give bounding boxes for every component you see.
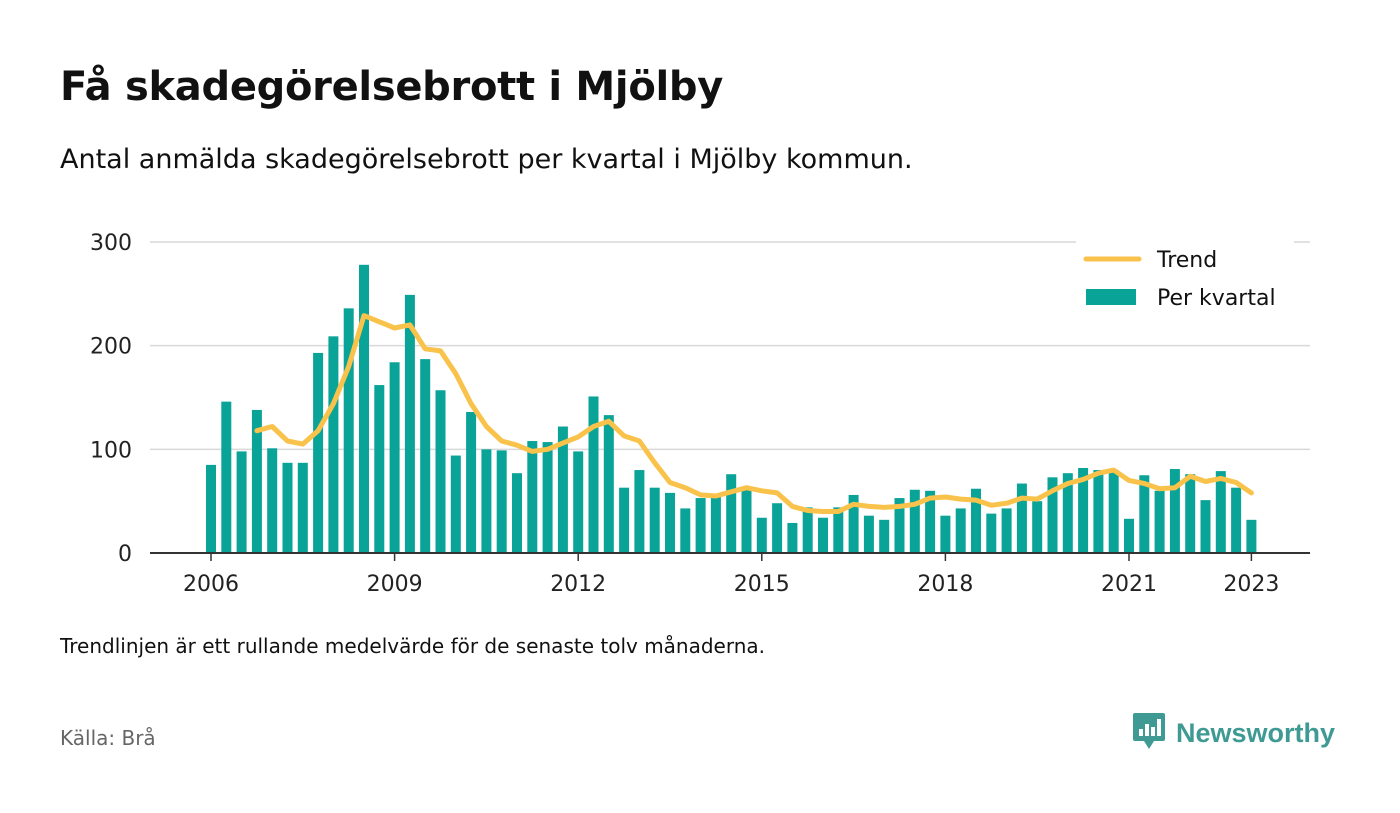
y-tick-label: 100 xyxy=(90,438,132,463)
bar xyxy=(1016,483,1027,553)
bar xyxy=(206,464,216,553)
y-tick-label: 300 xyxy=(90,231,132,256)
x-tick-label: 2018 xyxy=(917,572,973,597)
bar xyxy=(282,462,293,553)
bar xyxy=(710,495,721,553)
bar xyxy=(328,336,339,553)
bar xyxy=(1200,500,1211,553)
y-tick-label: 200 xyxy=(90,335,132,360)
bar xyxy=(726,474,737,553)
bar xyxy=(251,409,262,553)
bar xyxy=(389,362,400,553)
bar xyxy=(986,513,997,553)
bar xyxy=(955,508,966,553)
bar xyxy=(756,517,767,553)
x-tick-label: 2006 xyxy=(183,572,239,597)
bar-series xyxy=(206,264,1257,553)
bar xyxy=(619,487,630,553)
bar xyxy=(481,449,492,553)
bar xyxy=(542,442,553,553)
bar xyxy=(818,517,828,553)
bar xyxy=(971,488,981,553)
bar xyxy=(925,490,936,553)
bar xyxy=(1231,487,1242,553)
x-tick-label: 2021 xyxy=(1101,572,1157,597)
bar xyxy=(496,450,507,553)
page-title: Få skadegörelsebrott i Mjölby xyxy=(60,64,724,110)
bar xyxy=(634,470,645,553)
bar xyxy=(1062,473,1073,553)
bar xyxy=(343,308,354,553)
bar xyxy=(1154,490,1165,553)
bar xyxy=(772,503,783,553)
bar xyxy=(894,498,905,553)
bar xyxy=(741,487,752,553)
x-tick-label: 2015 xyxy=(734,572,790,597)
bar xyxy=(1124,518,1134,553)
bar xyxy=(404,294,415,553)
bar xyxy=(879,519,890,553)
bar xyxy=(1093,470,1104,553)
bar xyxy=(221,401,232,553)
bar xyxy=(1078,467,1089,553)
bar xyxy=(1185,474,1196,553)
bar xyxy=(787,522,798,553)
bar xyxy=(802,507,813,553)
bar xyxy=(680,508,691,553)
legend-bar-swatch xyxy=(1086,289,1136,305)
bar xyxy=(695,498,706,553)
bar xyxy=(435,390,446,553)
bar xyxy=(603,415,614,553)
x-tick-label: 2012 xyxy=(550,572,606,597)
bar xyxy=(833,507,844,553)
legend-trend-label: Trend xyxy=(1156,248,1217,273)
x-axis-ticks: 2006 2009 2012 2015 2018 2021 2023 xyxy=(183,553,1279,597)
legend-background xyxy=(1076,238,1294,320)
source-label: Källa: Brå xyxy=(60,726,156,750)
bar xyxy=(359,264,369,553)
bar xyxy=(665,492,675,553)
brand-name: Newsworthy xyxy=(1176,717,1336,748)
bar xyxy=(557,426,568,553)
trend-series xyxy=(254,313,1254,514)
bar xyxy=(374,385,385,553)
trend-line xyxy=(254,313,1254,514)
bar xyxy=(940,515,951,553)
bar xyxy=(1169,469,1180,553)
bar xyxy=(1246,519,1257,553)
bar xyxy=(313,352,324,553)
bar xyxy=(909,489,920,553)
bar xyxy=(527,441,538,553)
legend: Trend Per kvartal xyxy=(1076,238,1294,320)
bar xyxy=(1047,477,1058,553)
bar xyxy=(863,515,874,553)
page-subtitle: Antal anmälda skadegörelsebrott per kvar… xyxy=(60,144,913,175)
bar xyxy=(466,412,477,553)
bar xyxy=(297,462,308,553)
y-tick-label: 0 xyxy=(118,542,132,567)
newsworthy-logo-icon xyxy=(1132,711,1166,755)
brand-logo[interactable]: Newsworthy xyxy=(1132,711,1335,755)
bar xyxy=(512,473,522,553)
bar xyxy=(1108,470,1119,553)
bar xyxy=(1215,471,1226,553)
bar xyxy=(1139,475,1150,553)
x-tick-label: 2009 xyxy=(367,572,423,597)
bar xyxy=(1001,508,1012,553)
chart-note: Trendlinjen är ett rullande medelvärde f… xyxy=(60,634,766,658)
legend-bar-label: Per kvartal xyxy=(1157,286,1276,311)
bar xyxy=(649,487,660,553)
bar xyxy=(1032,501,1043,553)
bar xyxy=(588,396,599,553)
bar xyxy=(420,359,431,553)
x-tick-label: 2023 xyxy=(1223,572,1279,597)
bar xyxy=(450,455,461,553)
bar xyxy=(573,451,584,553)
bar xyxy=(848,494,859,553)
bar xyxy=(267,448,278,553)
y-axis-ticks: 0 100 200 300 xyxy=(90,231,132,567)
bar xyxy=(236,451,247,553)
